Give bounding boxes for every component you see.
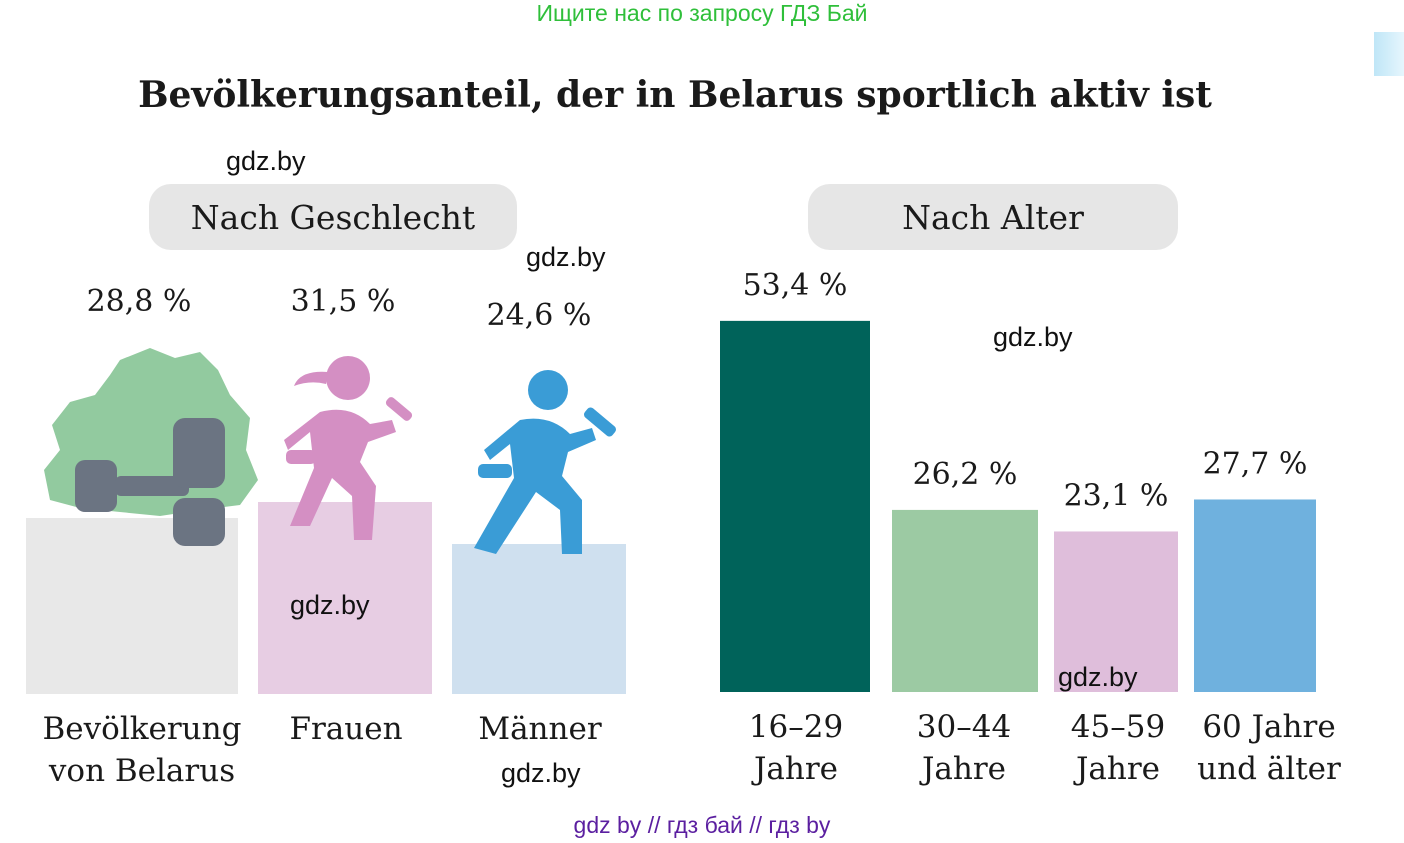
bar-age-1 (892, 509, 1038, 692)
value-label-men: 24,6 % (486, 298, 592, 333)
watermark: gdz.by (226, 146, 306, 176)
gender-chart (26, 330, 650, 702)
category-label-women: Frauen (289, 711, 403, 747)
man-running-icon (474, 370, 617, 554)
footer-links: gdz by // гдз бай // гдз by (573, 812, 831, 838)
category-label-16-29: 16–29 Jahre (748, 709, 844, 787)
value-label-women: 31,5 % (290, 284, 396, 319)
bar-population (26, 518, 238, 694)
value-label-age-3: 27,7 % (1203, 446, 1308, 481)
value-label-age-2: 23,1 % (1064, 478, 1169, 513)
bar-age-0 (720, 320, 870, 692)
search-banner: Ищите нас по запросу ГДЗ Бай (536, 0, 868, 26)
category-label-population: Bevölkerung von Belarus (42, 711, 242, 789)
corner-tab (1374, 32, 1404, 76)
bar-age-2 (1054, 531, 1178, 692)
woman-running-icon (284, 356, 413, 540)
category-label-60-plus: 60 Jahre und älter (1197, 709, 1341, 787)
gender-subtitle: Nach Geschlecht (149, 184, 517, 250)
watermark: gdz.by (501, 758, 581, 788)
age-chart: 53,4 % 26,2 % 23,1 % 27,7 % (720, 268, 1316, 692)
bar-women (258, 501, 432, 694)
bar-age-3 (1194, 499, 1316, 692)
value-label-population: 28,8 % (86, 284, 192, 319)
value-label-age-0: 53,4 % (743, 268, 848, 303)
watermark: gdz.by (993, 322, 1073, 352)
category-label-30-44: 30–44 Jahre (916, 709, 1012, 787)
bar-men (452, 543, 626, 694)
watermark: gdz.by (526, 242, 606, 272)
category-label-45-59: 45–59 Jahre (1070, 709, 1166, 787)
watermark: gdz.by (290, 590, 370, 620)
category-label-men: Männer (478, 711, 602, 747)
watermark: gdz.by (1058, 662, 1138, 692)
chart-title: Bevölkerungsanteil, der in Belarus sport… (138, 74, 1212, 116)
dumbbell-icon (75, 418, 225, 546)
value-label-age-1: 26,2 % (913, 457, 1018, 492)
age-subtitle: Nach Alter (808, 184, 1178, 250)
